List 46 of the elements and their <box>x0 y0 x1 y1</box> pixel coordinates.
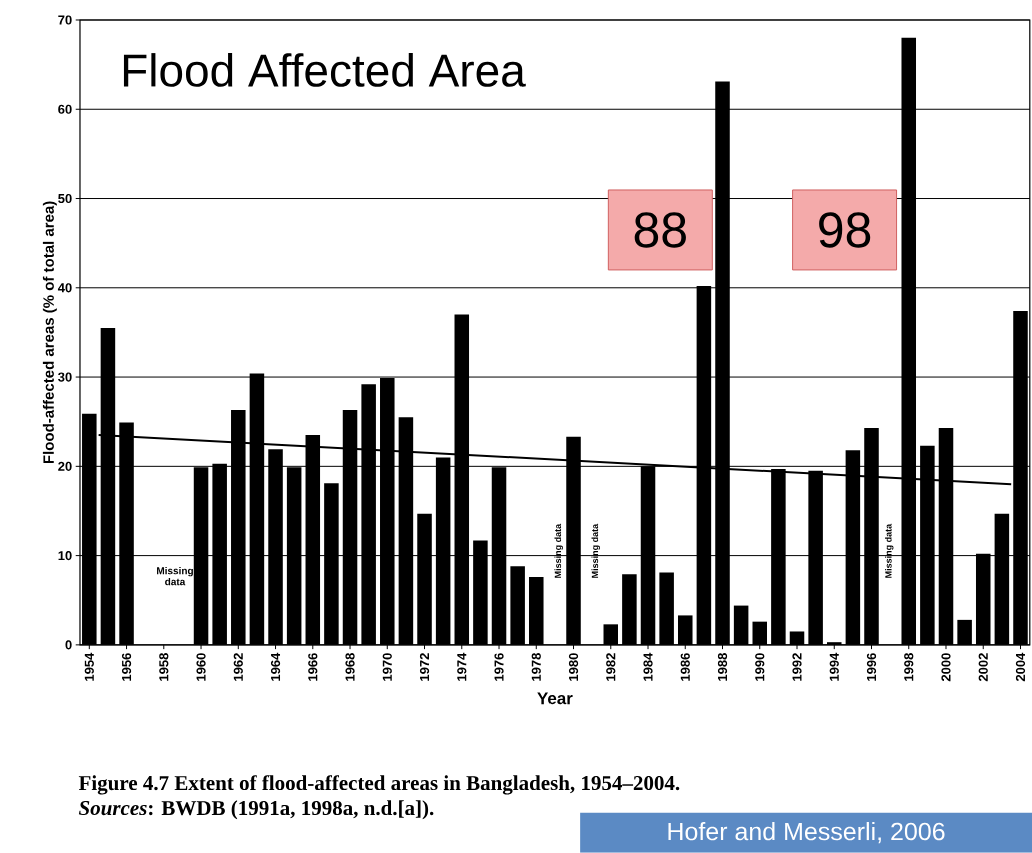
annotation: 98 <box>819 212 871 248</box>
x-tick-label: 1960 <box>196 653 206 681</box>
y-tick-label: 20 <box>58 461 72 472</box>
caption: Figure 4.7 Extent of flood-affected areas in Bangladesh, 1954–2004. <box>78 775 680 795</box>
x-tick-label: 1974 <box>457 652 467 681</box>
x-tick-label: 1966 <box>308 653 318 681</box>
x-tick-label: 2000 <box>941 653 951 682</box>
text: Flood Affected Area <box>123 53 526 87</box>
annotation: Missing data <box>885 523 894 578</box>
x-tick-label: 1992 <box>792 653 802 681</box>
annotation: Missing data <box>554 523 563 578</box>
x-tick-label: 1954 <box>84 652 94 681</box>
text: Hofer and Messerli, 2006 <box>668 822 945 844</box>
x-tick-label: 1996 <box>866 653 877 681</box>
y-tick-label: 10 <box>58 551 72 561</box>
x-tick-label: 1958 <box>159 653 169 681</box>
x-tick-label: 1994 <box>829 652 839 681</box>
x-tick-label: 1980 <box>568 653 579 681</box>
y-tick-label: 50 <box>58 194 72 204</box>
y-tick-label: 0 <box>65 640 72 650</box>
x-tick-label: 1956 <box>121 653 132 681</box>
y-tick-label: 70 <box>58 15 72 25</box>
x-tick-label: 2004 <box>1015 652 1026 682</box>
x-tick-label: 1986 <box>680 653 690 681</box>
x-tick-label: 2002 <box>978 653 988 682</box>
x-tick-label: 1988 <box>717 653 728 681</box>
x-tick-label: 1984 <box>643 652 653 681</box>
x-tick-label: 1972 <box>419 653 430 681</box>
x-tick-label: 1976 <box>494 653 504 681</box>
y-tick-label: 40 <box>57 283 72 293</box>
text: Sources: BWDB (1991a, 1998a, n.d.[a]). <box>78 800 434 820</box>
x-tick-label: 1990 <box>755 653 765 681</box>
x-tick-label: 1964 <box>270 652 281 681</box>
annotation: Missing data <box>157 567 193 586</box>
x-axis-title: Year <box>537 692 573 705</box>
x-tick-label: 1998 <box>904 653 914 681</box>
annotation: 88 <box>634 212 686 248</box>
x-tick-label: 1978 <box>531 653 541 681</box>
y-tick-label: 30 <box>58 372 72 382</box>
y-tick-label: 60 <box>58 104 72 114</box>
annotation: Missing data <box>591 523 600 578</box>
y-axis-title: Flood-affected areas (% of total area) <box>42 201 57 464</box>
x-tick-label: 1962 <box>233 653 243 681</box>
x-tick-label: 1982 <box>606 653 616 681</box>
x-tick-label: 1968 <box>345 653 355 681</box>
x-tick-label: 1970 <box>382 653 392 681</box>
